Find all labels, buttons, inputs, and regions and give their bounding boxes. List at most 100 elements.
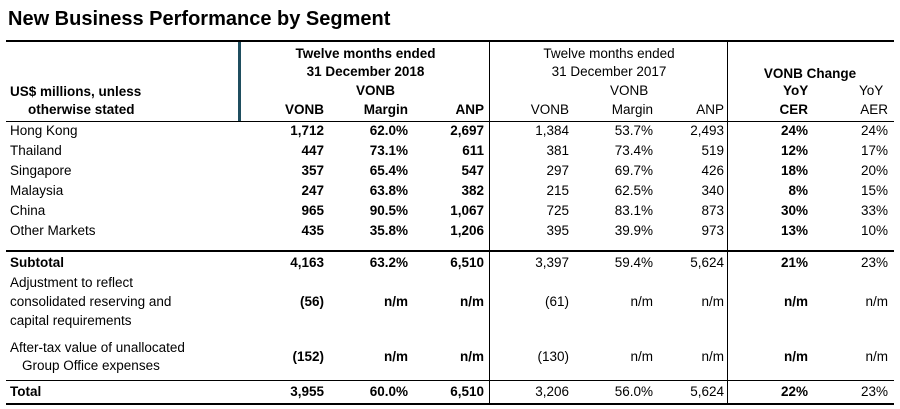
row-cell-vonb-2018: 447 bbox=[301, 143, 324, 158]
adjustment-cell-margin-2018: n/m bbox=[383, 294, 408, 309]
row-cell-vonb-2018: 1,712 bbox=[290, 123, 324, 138]
row-label: Thailand bbox=[10, 143, 62, 158]
col-head-yoy-aer: AER bbox=[860, 102, 888, 117]
row-cell-yoy-cer: 24% bbox=[780, 123, 808, 138]
header-label-line1: US$ millions, unless bbox=[10, 84, 142, 99]
row-cell-anp-2017: 873 bbox=[701, 203, 724, 218]
adjustment-label-line3: capital requirements bbox=[10, 313, 132, 328]
row-cell-anp-2017: 426 bbox=[701, 163, 724, 178]
header-2018-line1: Twelve months ended bbox=[295, 46, 436, 61]
row-cell-anp-2018: 1,067 bbox=[450, 203, 484, 218]
row-cell-yoy-cer: 13% bbox=[780, 223, 808, 238]
row-label: Other Markets bbox=[10, 223, 96, 238]
row-cell-margin-2017: 83.1% bbox=[614, 203, 653, 218]
col-head-2018-anp: ANP bbox=[455, 102, 484, 117]
aftertax-cell-anp-2017: n/m bbox=[701, 349, 724, 364]
row-cell-vonb-2018: 435 bbox=[301, 223, 324, 238]
row-cell-yoy-cer: 8% bbox=[788, 183, 808, 198]
col-head-yoy-cer: CER bbox=[779, 102, 808, 117]
row-cell-anp-2017: 973 bbox=[701, 223, 724, 238]
row-cell-yoy-cer: 18% bbox=[780, 163, 808, 178]
total-cell-yoy-cer: 22% bbox=[780, 384, 808, 399]
subtotal-label: Subtotal bbox=[10, 255, 64, 270]
row-cell-yoy-aer: 20% bbox=[860, 163, 888, 178]
divider-2017-change bbox=[727, 42, 728, 403]
total-cell-anp-2018: 6,510 bbox=[450, 384, 484, 399]
row-cell-anp-2018: 382 bbox=[461, 183, 484, 198]
adjustment-label-line2: consolidated reserving and bbox=[10, 294, 172, 309]
row-cell-margin-2018: 63.8% bbox=[369, 183, 408, 198]
row-cell-anp-2018: 2,697 bbox=[450, 123, 484, 138]
row-cell-margin-2017: 39.9% bbox=[614, 223, 653, 238]
header-2017-line2: 31 December 2017 bbox=[551, 64, 667, 79]
adjustment-cell-margin-2017: n/m bbox=[630, 294, 653, 309]
aftertax-label-line1: After-tax value of unallocated bbox=[10, 340, 185, 355]
row-cell-margin-2017: 53.7% bbox=[614, 123, 653, 138]
adjustment-label-line1: Adjustment to reflect bbox=[10, 275, 134, 290]
col-head-2018-margin: Margin bbox=[363, 102, 408, 117]
divider-label-2018 bbox=[238, 42, 241, 122]
row-cell-vonb-2017: 1,384 bbox=[535, 123, 569, 138]
col-head-2017-vonb: VONB bbox=[530, 102, 569, 117]
row-cell-yoy-aer: 17% bbox=[860, 143, 888, 158]
aftertax-cell-vonb-2018: (152) bbox=[292, 349, 324, 364]
aftertax-cell-yoy-aer: n/m bbox=[865, 349, 888, 364]
subtotal-cell-vonb-2018: 4,163 bbox=[290, 255, 324, 270]
row-label: Hong Kong bbox=[10, 123, 78, 138]
row-cell-yoy-aer: 15% bbox=[860, 183, 888, 198]
subtotal-cell-anp-2018: 6,510 bbox=[450, 255, 484, 270]
row-cell-anp-2017: 2,493 bbox=[690, 123, 724, 138]
row-cell-margin-2018: 73.1% bbox=[369, 143, 408, 158]
header-2017-vonb-top: VONB bbox=[610, 83, 649, 98]
divider-2018-2017 bbox=[489, 42, 490, 403]
subtotal-cell-yoy-aer: 23% bbox=[860, 255, 888, 270]
adjustment-cell-anp-2017: n/m bbox=[701, 294, 724, 309]
row-cell-vonb-2018: 247 bbox=[301, 183, 324, 198]
row-cell-vonb-2017: 297 bbox=[546, 163, 569, 178]
adjustment-cell-vonb-2017: (61) bbox=[544, 294, 569, 309]
total-cell-margin-2018: 60.0% bbox=[369, 384, 408, 399]
total-cell-anp-2017: 5,624 bbox=[690, 384, 724, 399]
aftertax-cell-margin-2018: n/m bbox=[383, 349, 408, 364]
adjustment-cell-yoy-cer: n/m bbox=[783, 294, 808, 309]
row-cell-vonb-2017: 215 bbox=[546, 183, 569, 198]
row-cell-anp-2017: 340 bbox=[701, 183, 724, 198]
aftertax-cell-yoy-cer: n/m bbox=[783, 349, 808, 364]
header-rule bbox=[6, 121, 894, 122]
row-cell-anp-2018: 611 bbox=[462, 143, 484, 158]
row-cell-vonb-2018: 357 bbox=[301, 163, 324, 178]
header-yoy-aer: YoY bbox=[859, 83, 884, 98]
row-cell-margin-2017: 69.7% bbox=[614, 163, 653, 178]
row-cell-anp-2018: 1,206 bbox=[450, 223, 484, 238]
subtotal-cell-yoy-cer: 21% bbox=[780, 255, 808, 270]
top-rule bbox=[6, 40, 894, 42]
row-cell-vonb-2018: 965 bbox=[301, 203, 324, 218]
row-label: Singapore bbox=[10, 163, 72, 178]
header-2018-line2: 31 December 2018 bbox=[306, 64, 425, 79]
col-head-2017-margin: Margin bbox=[611, 102, 653, 117]
total-label: Total bbox=[10, 384, 42, 399]
row-label: Malaysia bbox=[10, 183, 64, 198]
total-cell-vonb-2018: 3,955 bbox=[290, 384, 324, 399]
row-cell-yoy-aer: 33% bbox=[860, 203, 888, 218]
row-cell-margin-2018: 35.8% bbox=[369, 223, 408, 238]
adjustment-cell-anp-2018: n/m bbox=[459, 294, 484, 309]
subtotal-rule bbox=[6, 250, 894, 252]
total-cell-vonb-2017: 3,206 bbox=[535, 384, 569, 399]
row-cell-margin-2018: 65.4% bbox=[369, 163, 408, 178]
total-cell-margin-2017: 56.0% bbox=[614, 384, 653, 399]
row-cell-vonb-2017: 381 bbox=[546, 143, 569, 158]
total-rule bbox=[6, 380, 894, 381]
header-label-line2: otherwise stated bbox=[28, 102, 135, 117]
subtotal-cell-margin-2017: 59.4% bbox=[614, 255, 653, 270]
row-cell-margin-2018: 62.0% bbox=[369, 123, 408, 138]
header-2017-line1: Twelve months ended bbox=[543, 46, 675, 61]
subtotal-cell-anp-2017: 5,624 bbox=[690, 255, 724, 270]
header-2018-vonb-top: VONB bbox=[356, 83, 396, 98]
aftertax-cell-margin-2017: n/m bbox=[630, 349, 653, 364]
page-title: New Business Performance by Segment bbox=[8, 8, 391, 30]
aftertax-cell-anp-2018: n/m bbox=[459, 349, 484, 364]
subtotal-cell-margin-2018: 63.2% bbox=[369, 255, 408, 270]
header-change-title: VONB Change bbox=[763, 66, 857, 81]
subtotal-cell-vonb-2017: 3,397 bbox=[535, 255, 569, 270]
